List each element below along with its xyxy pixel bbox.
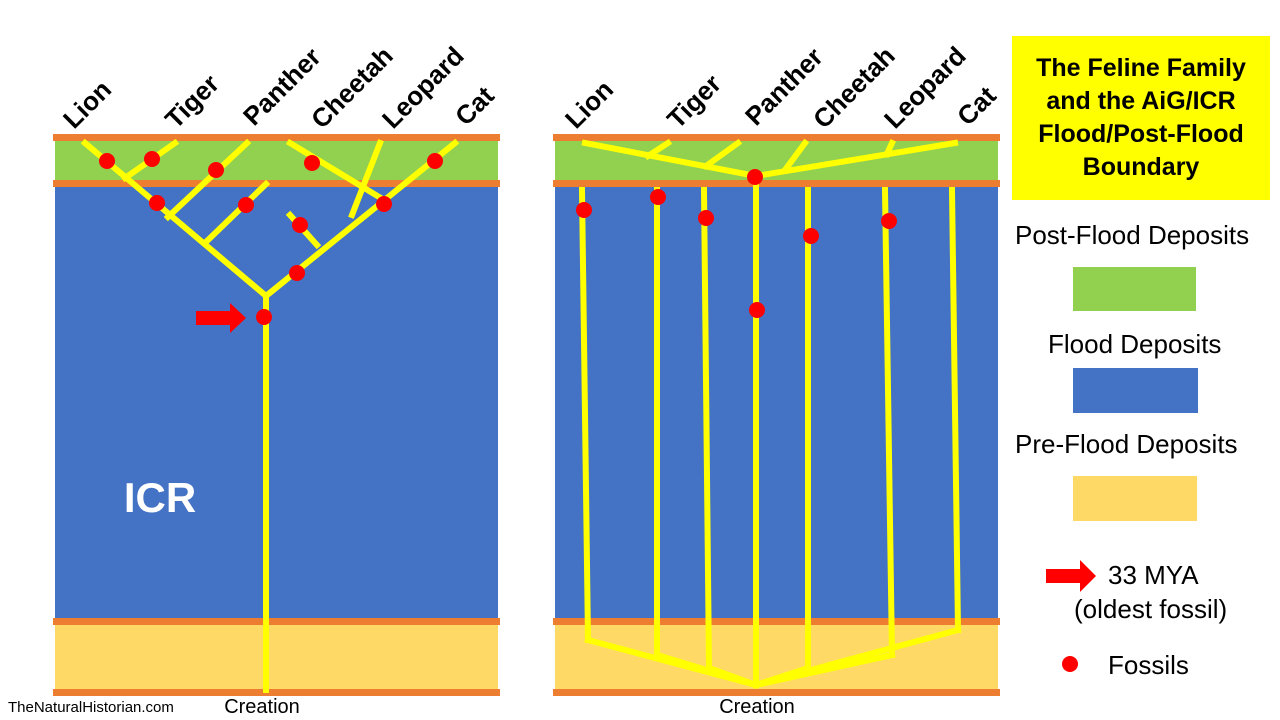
fossil-dot — [289, 265, 305, 281]
right-top-boundary — [553, 134, 1000, 141]
right-preflood-boundary — [553, 618, 1000, 625]
legend-arrow-icon — [1046, 560, 1096, 592]
fossil-dot — [238, 197, 254, 213]
legend-pre-flood-label: Pre-Flood Deposits — [1015, 429, 1238, 459]
fossil-dot — [650, 189, 666, 205]
fossil-dot — [749, 302, 765, 318]
right-fan-cheetah — [780, 138, 810, 175]
species-labels-left: Lion Tiger Panther Cheetah Leopard Cat — [57, 40, 500, 134]
right-lineage-panther — [700, 186, 713, 672]
left-preflood-boundary — [53, 618, 500, 625]
legend-arrow-label-line1: 33 MYA — [1108, 560, 1199, 590]
fossil-dot — [304, 155, 320, 171]
legend-flood-swatch — [1073, 368, 1198, 413]
right-panel — [553, 134, 1000, 696]
right-lineage-lion — [578, 186, 592, 644]
right-lineage-leopard — [881, 186, 896, 659]
species-label-lion: Lion — [57, 74, 117, 134]
species-labels-right: Lion Tiger Panther Cheetah Leopard Cat — [559, 40, 1002, 134]
species-label-cat: Cat — [951, 80, 1002, 131]
fossil-dot — [576, 202, 592, 218]
fossil-dot — [881, 213, 897, 229]
right-base-left-3 — [705, 664, 760, 689]
left-branch-to-leopard — [285, 138, 389, 205]
left-branch-to-panther — [163, 138, 252, 222]
left-branch-to-cheetah-upper — [203, 179, 271, 245]
legend-fossil-icon — [1062, 656, 1078, 672]
creation-label-right: Creation — [719, 696, 795, 718]
legend-pre-flood-swatch — [1073, 476, 1197, 521]
species-label-tiger: Tiger — [159, 68, 225, 134]
right-fan-tiger — [643, 138, 673, 161]
fossil-dot — [208, 162, 224, 178]
left-flood-layer — [55, 184, 498, 621]
legend-arrow-label-line2: (oldest fossil) — [1074, 594, 1228, 624]
fossil-dot — [149, 195, 165, 211]
right-fan-leopard — [883, 139, 896, 158]
species-label-cat: Cat — [449, 80, 500, 131]
right-lineage-tree — [578, 138, 962, 689]
legend-post-flood-swatch — [1073, 267, 1196, 311]
right-bottom-boundary — [553, 689, 1000, 696]
panel-label-icr: ICR — [124, 474, 196, 521]
left-pre-flood-layer — [55, 621, 498, 692]
legend-post-flood-label: Post-Flood Deposits — [1015, 220, 1250, 250]
fossil-dot — [376, 196, 392, 212]
right-lineage-cat — [948, 186, 962, 634]
fossil-dot — [747, 169, 763, 185]
right-flood-layer — [555, 184, 998, 621]
title-box: The Feline Family and the AiG/ICR Flood/… — [1012, 36, 1270, 200]
oldest-fossil-arrow — [196, 303, 246, 333]
fossil-dot-oldest — [256, 309, 272, 325]
legend-fossils-label: Fossils — [1108, 650, 1189, 680]
creation-label-left: Creation — [224, 696, 300, 718]
fossil-dot — [144, 151, 160, 167]
credit-text: TheNaturalHistorian.com — [8, 699, 174, 716]
fossil-dot — [698, 210, 714, 226]
diagram-title: The Feline Family and the AiG/ICR Flood/… — [1036, 54, 1246, 181]
legend-flood-label: Flood Deposits — [1048, 329, 1222, 359]
right-fan-panther — [701, 138, 743, 171]
species-label-tiger: Tiger — [661, 68, 727, 134]
species-label-lion: Lion — [559, 74, 619, 134]
right-base-right-3 — [752, 626, 962, 689]
left-branch-to-leopard-top — [348, 139, 384, 219]
left-bottom-boundary — [53, 689, 500, 696]
right-fan-cat — [752, 139, 959, 180]
fossil-dot — [427, 153, 443, 169]
fossil-dot — [803, 228, 819, 244]
right-flood-boundary — [553, 180, 1000, 187]
left-flood-boundary — [53, 180, 500, 187]
right-fan-lion — [581, 139, 760, 180]
left-panel — [53, 134, 500, 696]
fossil-dot — [292, 217, 308, 233]
left-top-boundary — [53, 134, 500, 141]
left-branch-to-lion — [80, 138, 271, 301]
fossil-dot — [99, 153, 115, 169]
fossil-markers — [99, 151, 897, 325]
